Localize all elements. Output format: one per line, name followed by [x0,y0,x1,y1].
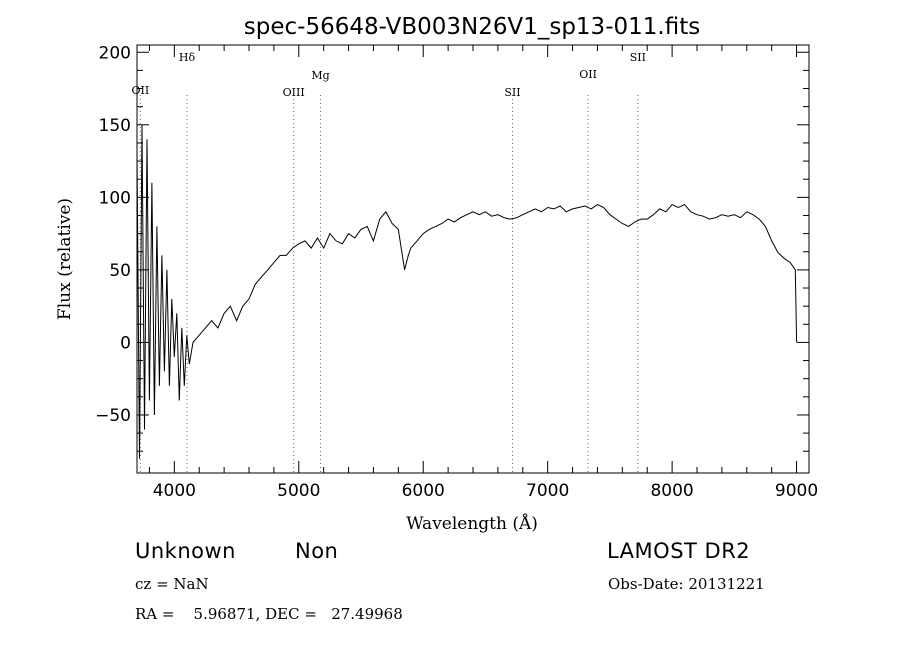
line-marker-label: Hδ [179,51,196,64]
spectrum-line [136,124,798,459]
line-marker-label: OIII [283,86,305,99]
x-tick-label: 4000 [153,481,196,501]
survey-label: LAMOST DR2 [607,539,751,563]
x-tick-label: 6000 [402,481,445,501]
y-axis-ticks: −50 0 50 100 150 200 [95,43,809,452]
redshift-value: cz = NaN [135,575,209,593]
line-marker-label: OII [132,84,150,97]
chart-title: spec-56648-VB003N26V1_sp13-011.fits [244,14,700,40]
line-marker-label: SII [630,51,646,64]
y-tick-label: 150 [99,116,131,136]
y-tick-label: 50 [109,261,131,281]
emission-line-markers: OII Hδ OIII Mg SII OII SII [132,51,646,473]
line-marker-label: Mg [311,69,329,82]
x-tick-label: 9000 [775,481,818,501]
x-axis-ticks: 4000 5000 6000 7000 8000 9000 [148,45,818,501]
line-marker-label: SII [504,86,520,99]
y-axis-label: Flux (relative) [55,198,75,320]
x-tick-label: 5000 [277,481,320,501]
x-tick-label: 7000 [526,481,569,501]
x-tick-label: 8000 [650,481,693,501]
class-label: Unknown [135,539,236,563]
obs-date: Obs-Date: 20131221 [608,575,765,593]
plot-frame [136,44,810,474]
ra-dec-coordinates: RA = 5.96871, DEC = 27.49968 [135,605,403,623]
y-tick-label: 200 [99,43,131,63]
y-tick-label: 0 [120,333,131,353]
y-tick-label: 100 [99,188,131,208]
line-marker-label: OII [579,68,597,81]
x-axis-label: Wavelength (Å) [406,513,538,534]
subclass-label: Non [295,539,339,563]
y-tick-label: −50 [95,406,131,426]
spectrum-series [136,124,798,459]
